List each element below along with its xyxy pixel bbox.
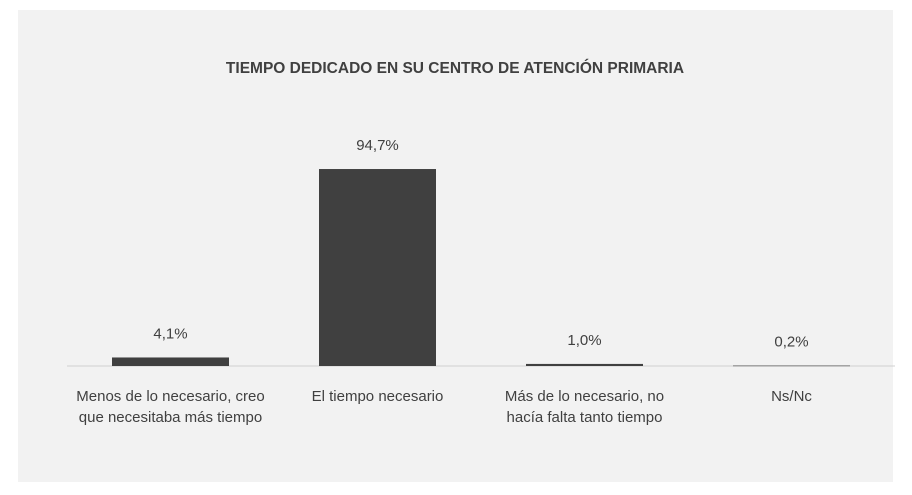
chart-title: TIEMPO DEDICADO EN SU CENTRO DE ATENCIÓN… — [226, 59, 684, 77]
bar — [319, 169, 436, 366]
chart-background — [18, 10, 893, 482]
data-label: 0,2% — [774, 334, 808, 351]
bar — [733, 365, 850, 367]
data-label: 94,7% — [356, 137, 399, 154]
bar — [112, 357, 229, 366]
x-tick-label: Más de lo necesario, no hacía falta tant… — [504, 388, 665, 426]
data-label: 4,1% — [153, 325, 187, 342]
x-tick-label: Ns/Nc — [771, 388, 812, 405]
x-tick-label: El tiempo necesario — [311, 388, 444, 405]
data-label: 1,0% — [567, 332, 601, 349]
x-tick-label: Menos de lo necesario, creo que necesita… — [76, 388, 265, 426]
bar — [526, 363, 643, 366]
